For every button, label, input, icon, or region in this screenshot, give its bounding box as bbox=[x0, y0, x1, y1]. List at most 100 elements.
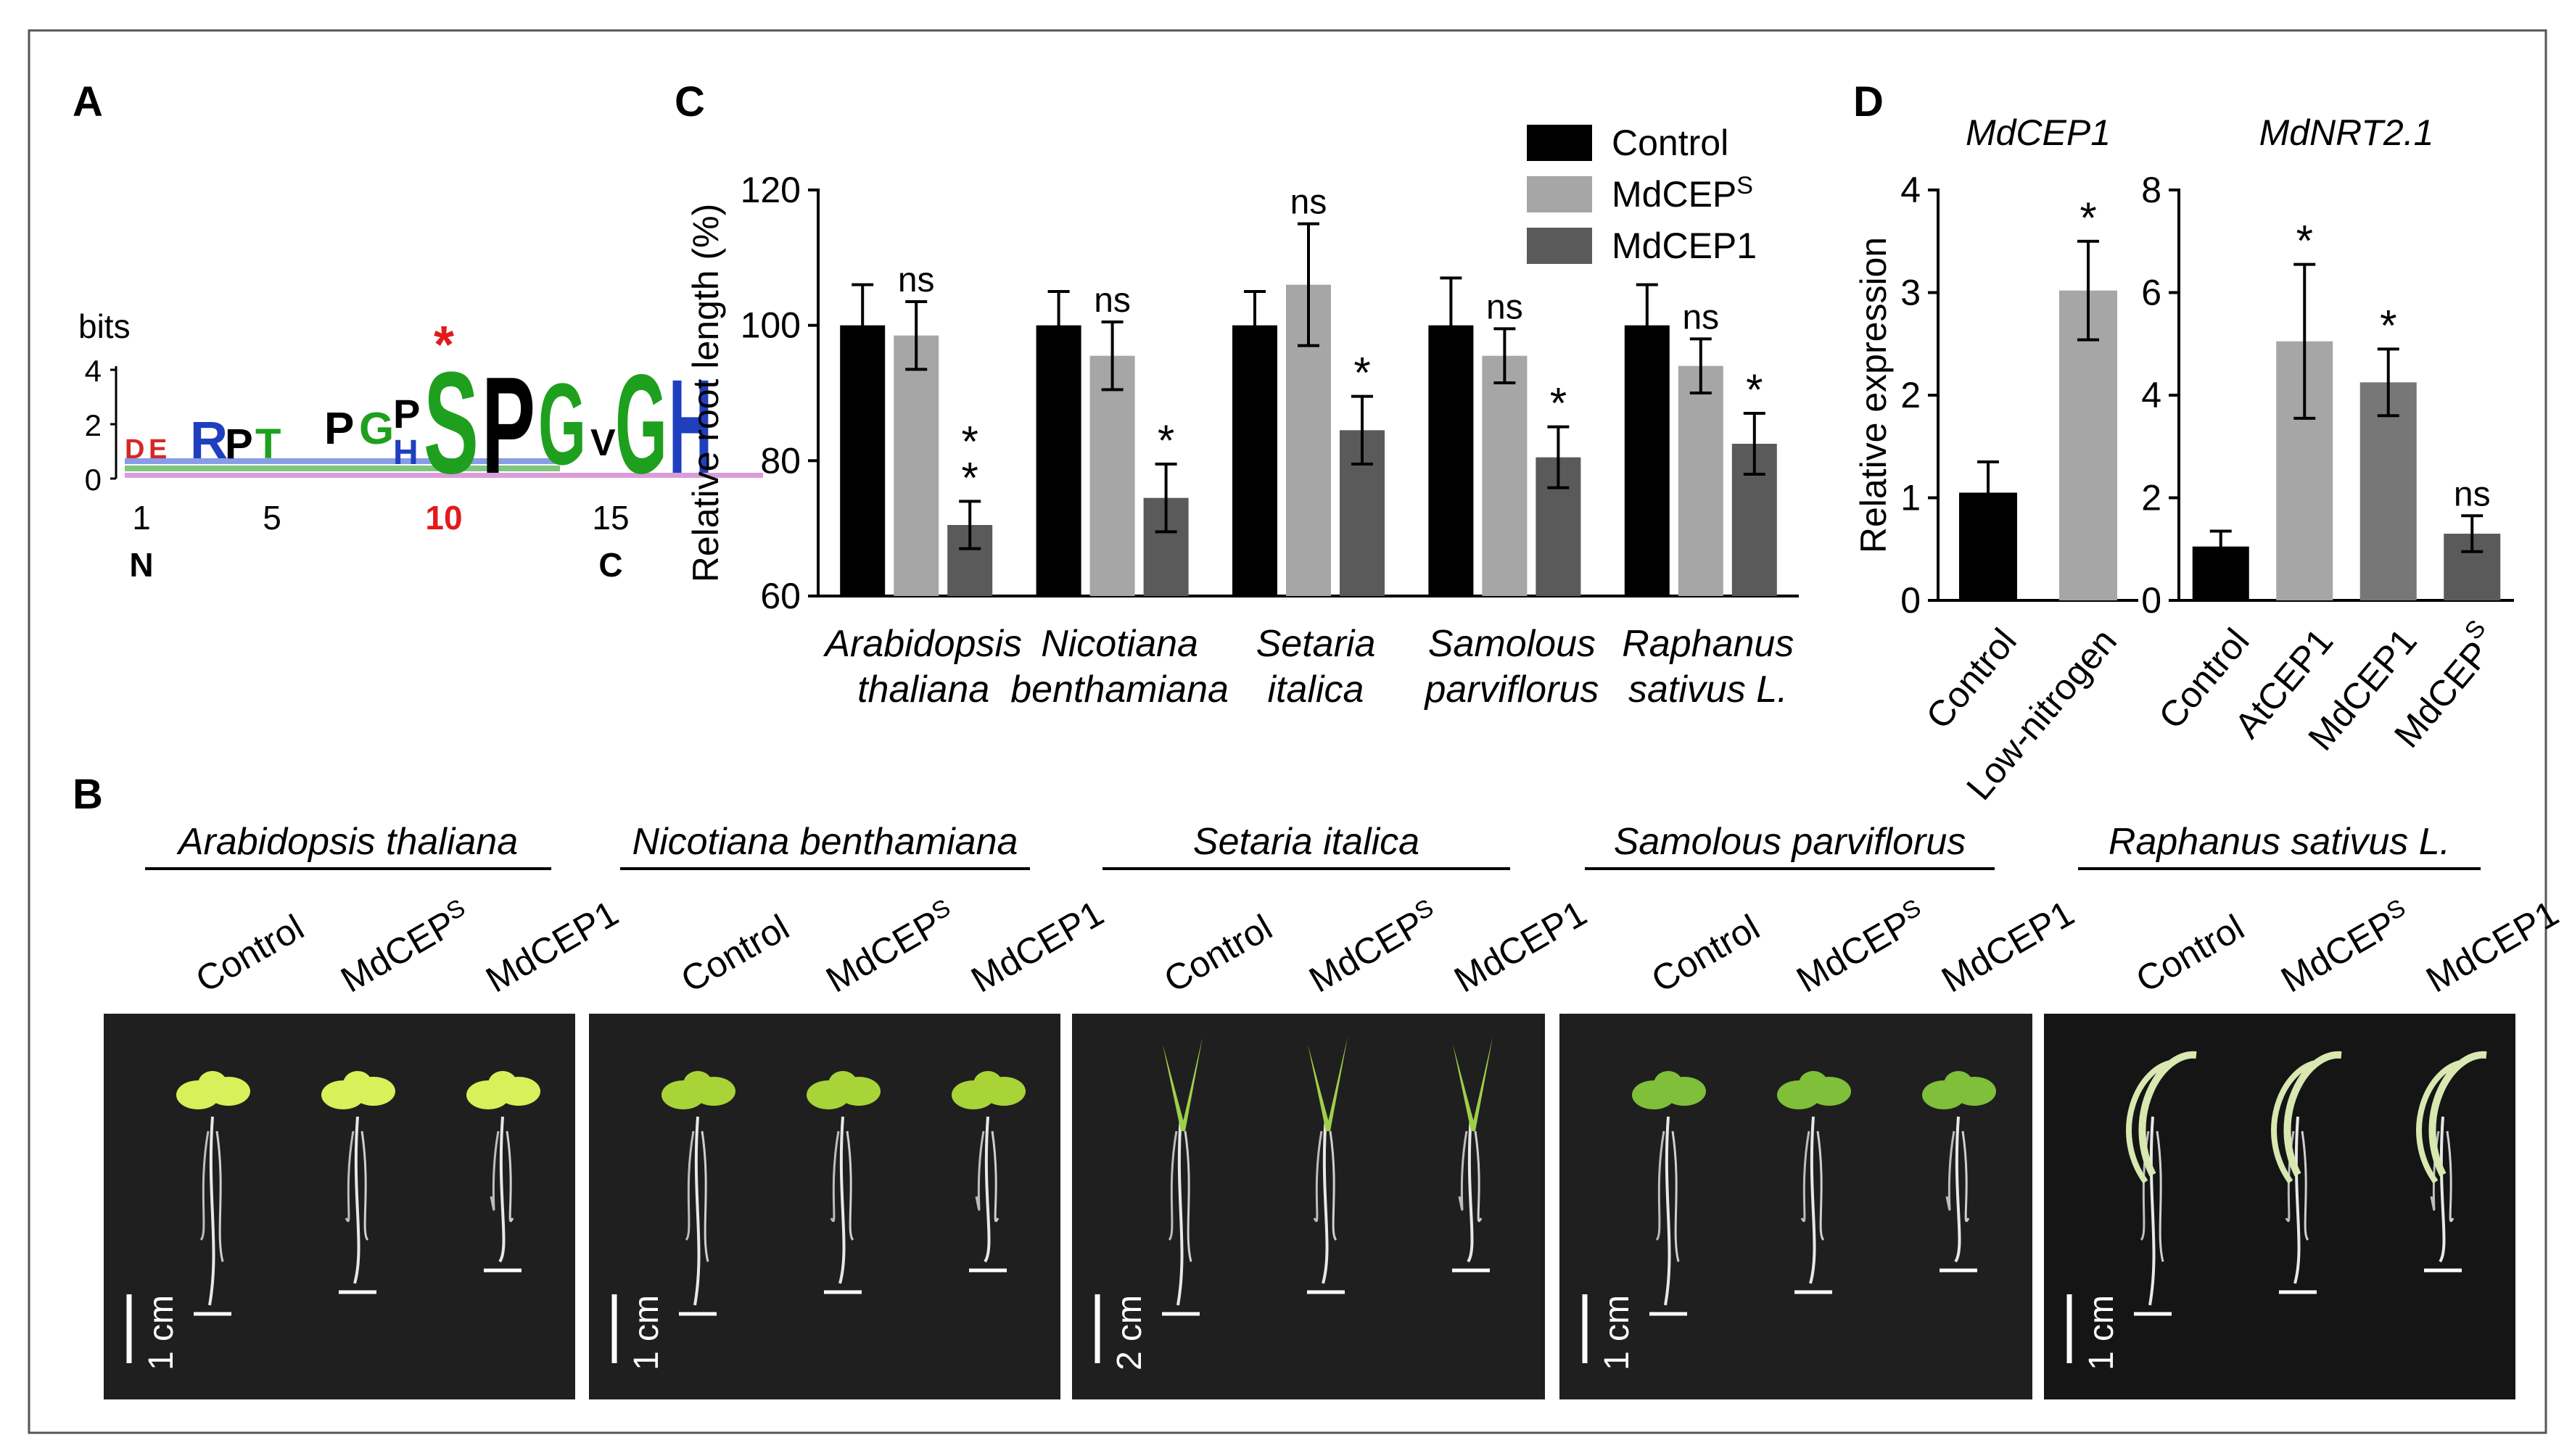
seedling bbox=[2126, 1051, 2197, 1306]
logo-letter-9: H bbox=[393, 434, 419, 472]
scale-bar-label: 2 cm bbox=[1110, 1295, 1149, 1370]
seedling bbox=[2271, 1051, 2342, 1284]
scale-bar-label: 1 cm bbox=[1598, 1295, 1636, 1370]
seedling bbox=[321, 1071, 395, 1284]
c-sig-label: ns bbox=[1486, 288, 1523, 326]
seedling bbox=[807, 1071, 881, 1284]
c-category-label-line2: benthamiana bbox=[1010, 669, 1229, 711]
logo-letter-13: V bbox=[590, 422, 616, 464]
d-sig-label: * bbox=[2296, 217, 2313, 265]
seedling bbox=[661, 1071, 735, 1306]
logo-xtick-10: 10 bbox=[425, 499, 462, 537]
logo-letter-6: P bbox=[324, 404, 354, 454]
c-ytick-label: 120 bbox=[741, 170, 801, 210]
c-category-label-line2: sativus L. bbox=[1628, 669, 1788, 711]
c-sig-label: ns bbox=[1094, 281, 1131, 320]
species-title: Nicotiana benthamiana bbox=[632, 821, 1018, 863]
treatment-label: MdCEP1 bbox=[1935, 893, 2081, 1001]
logo-letter-8: P bbox=[393, 391, 420, 437]
seedling bbox=[1632, 1071, 1706, 1306]
d-ytick-label: 1 bbox=[1900, 478, 1921, 518]
c-sig-label: * * bbox=[962, 417, 978, 502]
legend-label-control: Control bbox=[1612, 123, 1728, 163]
chart-c-legend: Control MdCEPS MdCEP1 bbox=[1527, 123, 1757, 266]
treatment-label: MdCEPS bbox=[334, 894, 477, 1001]
panel-label-b: B bbox=[73, 771, 103, 818]
d-ytick-label: 0 bbox=[1900, 580, 1921, 621]
treatment-label: MdCEPS bbox=[1789, 894, 1932, 1001]
logo-star: * bbox=[434, 316, 454, 374]
treatment-label: MdCEP1 bbox=[1448, 893, 1594, 1001]
legend-swatch-control bbox=[1527, 125, 1592, 161]
logo-c-terminus: C bbox=[598, 546, 622, 584]
d-sig-label: * bbox=[2080, 194, 2096, 242]
c-category-label-line2: thaliana bbox=[857, 669, 989, 711]
d-sig-label: * bbox=[2380, 301, 2396, 349]
c-ytick-label: 100 bbox=[741, 305, 801, 346]
sequence-logo: bits 4 2 0 D E R P T P G P H S P G V G H… bbox=[78, 307, 763, 584]
d-ytick-label: 3 bbox=[1900, 273, 1921, 313]
logo-minor-letters bbox=[125, 458, 560, 464]
treatment-label: MdCEP1 bbox=[2420, 893, 2565, 1001]
c-ytick-label: 80 bbox=[760, 440, 801, 481]
d-ytick-label: 4 bbox=[1900, 170, 1921, 210]
d-chart-title: MdNRT2.1 bbox=[2259, 112, 2434, 153]
treatment-label: Control bbox=[1645, 906, 1767, 1000]
logo-xtick-15: 15 bbox=[592, 499, 629, 537]
c-sig-label: * bbox=[1353, 349, 1370, 397]
treatment-label: Control bbox=[1158, 906, 1279, 1000]
seedling bbox=[1163, 1037, 1203, 1306]
c-sig-label: ns bbox=[1682, 298, 1719, 336]
d-ytick-label: 4 bbox=[2141, 375, 2161, 415]
logo-letter-1: D bbox=[125, 434, 144, 465]
logo-letter-3: R bbox=[190, 412, 228, 470]
seedling bbox=[2416, 1051, 2487, 1263]
c-category-label-line1: Raphanus bbox=[1622, 623, 1794, 665]
d-ytick-label: 8 bbox=[2141, 170, 2161, 210]
c-sig-label: ns bbox=[898, 261, 935, 299]
logo-letter-7: G bbox=[359, 404, 394, 454]
logo-xtick-5: 5 bbox=[263, 499, 281, 537]
logo-ytick-2: 2 bbox=[85, 408, 102, 442]
c-bar-0-1 bbox=[1036, 325, 1081, 596]
d-y-axis-label: Relative expression bbox=[1853, 237, 1894, 553]
treatment-label: MdCEP1 bbox=[965, 893, 1110, 1001]
legend-label-mdcep1: MdCEP1 bbox=[1612, 226, 1757, 266]
seedling bbox=[1777, 1071, 1851, 1284]
logo-minor-letters bbox=[125, 466, 560, 471]
treatment-label: MdCEPS bbox=[2274, 894, 2417, 1001]
d-ytick-label: 0 bbox=[2141, 580, 2161, 621]
scale-bar-label: 1 cm bbox=[142, 1295, 181, 1370]
treatment-label: Control bbox=[2130, 906, 2251, 1000]
d-sig-label: ns bbox=[2454, 475, 2491, 513]
logo-ylabel: bits bbox=[78, 307, 131, 345]
c-bar-0-0 bbox=[840, 325, 886, 596]
logo-minor-letters bbox=[125, 473, 763, 478]
seedling bbox=[1308, 1037, 1348, 1284]
c-category-label-line1: Arabidopsis bbox=[823, 623, 1022, 665]
logo-n-terminus: N bbox=[129, 546, 153, 584]
treatment-label: Control bbox=[189, 906, 311, 1000]
logo-letter-10: S bbox=[424, 342, 479, 504]
c-bar-0-4 bbox=[1624, 325, 1670, 596]
c-bar-1-3 bbox=[1482, 355, 1528, 596]
logo-ytick-4: 4 bbox=[85, 354, 102, 388]
species-title: Raphanus sativus L. bbox=[2109, 821, 2450, 863]
c-ytick-label: 60 bbox=[760, 576, 801, 616]
panel-label-d: D bbox=[1853, 78, 1884, 125]
c-category-label-line1: Setaria bbox=[1256, 623, 1376, 665]
legend-label-mdceps: MdCEPS bbox=[1612, 172, 1753, 215]
species-title: Setaria italica bbox=[1193, 821, 1419, 863]
logo-letter-2: E bbox=[149, 434, 167, 465]
c-sig-label: * bbox=[1746, 365, 1763, 414]
treatment-label: MdCEP1 bbox=[479, 893, 625, 1001]
logo-letter-4: P bbox=[225, 421, 253, 468]
c-bar-1-0 bbox=[894, 335, 939, 596]
mdnrt21-expression-chart: MdNRT2.102468Control*AtCEP1*MdCEP1nsMdCE… bbox=[2141, 112, 2514, 758]
logo-letter-5: T bbox=[255, 421, 281, 468]
species-title: Arabidopsis thaliana bbox=[176, 821, 518, 863]
